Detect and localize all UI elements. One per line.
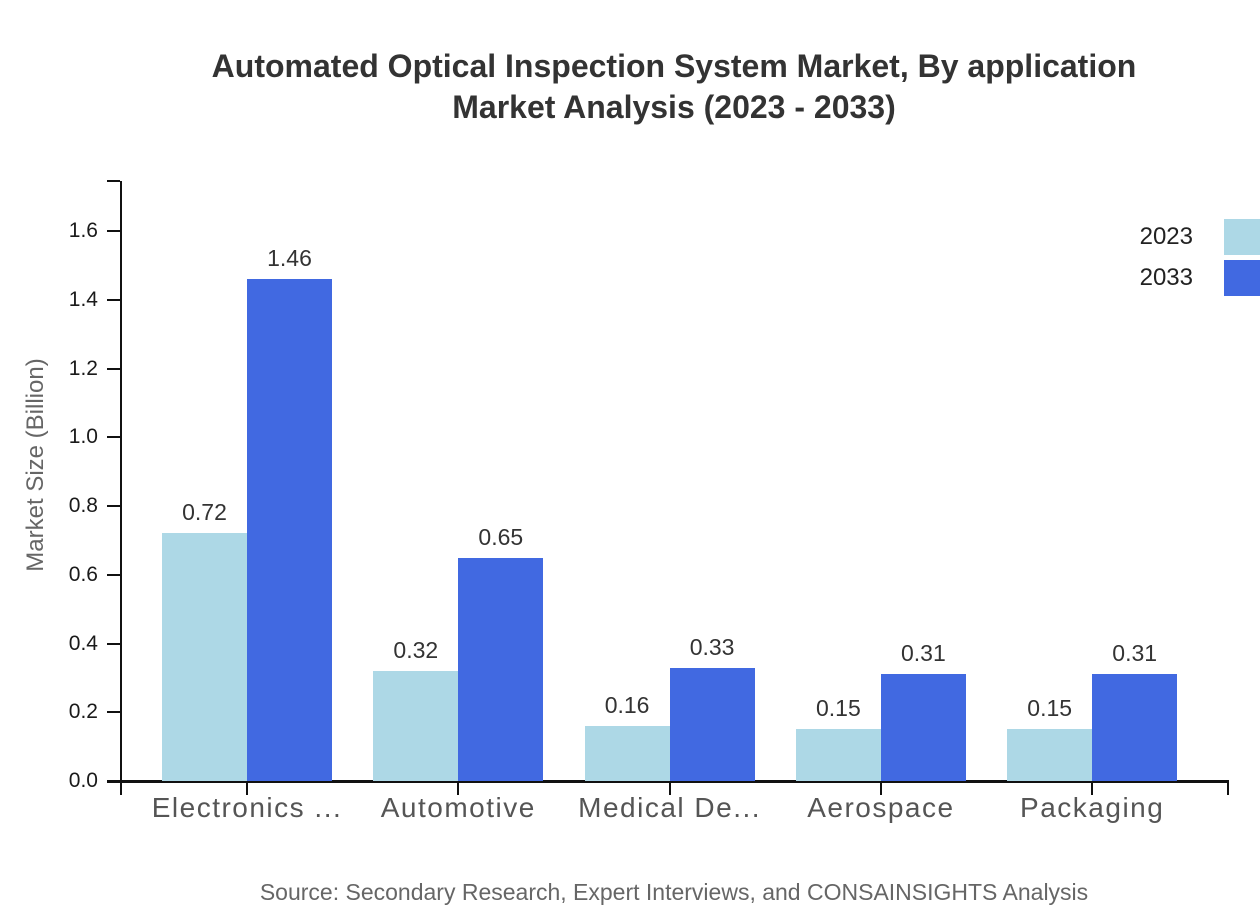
value-label-2023-medical-de: 0.16 [604,692,650,718]
y-tick [107,298,120,301]
value-label-2023-electronics: 0.72 [182,499,227,525]
bar-2033-medical-de [669,668,755,781]
y-tick-label-0-2: 0.2 [68,700,98,724]
x-tick-electronics [246,782,248,795]
x-category-label-medical-de: Medical De... [578,792,762,823]
chart-title: Automated Optical Inspection System Mark… [88,46,1260,128]
y-tick [107,711,120,714]
x-axis-corner-tick [120,782,122,795]
x-category-label-automotive: Automotive [380,792,536,823]
value-label-2033-electronics: 1.46 [267,245,312,271]
y-tick [107,436,120,439]
bar-2033-electronics [247,279,332,781]
value-label-2033-aerospace: 0.31 [901,640,946,666]
chart-title-line2: Market Analysis (2023 - 2033) [452,89,896,125]
legend-swatch-2033 [1224,260,1260,296]
x-tick-aerospace [879,782,882,795]
y-tick-label-1-4: 1.4 [68,287,98,311]
legend-label-2023: 2023 [1139,223,1193,250]
y-tick-label-0-0: 0.0 [68,769,98,792]
x-tick-automotive [457,782,460,795]
bar-2023-automotive [373,671,459,781]
value-label-2033-medical-de: 0.33 [689,634,735,660]
x-tick-packaging [1091,782,1094,795]
value-label-2023-aerospace: 0.15 [816,695,861,721]
bar-2023-electronics [162,533,247,781]
y-axis-spine [120,181,122,783]
y-tick [107,230,120,232]
source-note: Source: Secondary Research, Expert Inter… [259,879,1089,905]
bar-2033-packaging [1092,674,1178,781]
value-label-2033-packaging: 0.31 [1112,640,1158,666]
value-label-2023-automotive: 0.32 [393,637,439,663]
y-tick-label-0-6: 0.6 [68,562,98,586]
bar-2023-medical-de [584,726,670,781]
y-tick-label-1-0: 1.0 [68,425,98,449]
y-tick-label-1-2: 1.2 [68,356,98,380]
x-tick-medical-de [668,782,671,795]
y-tick [107,367,120,370]
legend-label-2033: 2033 [1139,264,1193,291]
y-tick [107,505,120,507]
x-axis-end-tick [1227,782,1229,795]
chart-title-line1: Automated Optical Inspection System Mark… [211,48,1137,84]
y-tick-label-0-4: 0.4 [68,631,98,655]
bar-2033-automotive [458,558,544,781]
x-axis-spine [107,780,1229,783]
legend-swatch-2023 [1224,219,1260,255]
y-tick [107,642,120,645]
value-label-2023-packaging: 0.15 [1027,695,1073,721]
value-label-2033-automotive: 0.65 [478,524,524,550]
x-category-label-packaging: Packaging [1020,792,1165,823]
x-category-label-aerospace: Aerospace [807,792,955,823]
bar-2033-aerospace [880,674,966,781]
y-axis-end-tick [107,180,120,182]
y-tick-label-0-8: 0.8 [68,494,98,517]
y-tick [107,780,120,782]
x-category-label-electronics: Electronics ... [151,792,343,823]
bar-2023-aerospace [795,729,881,781]
y-tick-label-1-6: 1.6 [68,219,98,242]
bar-2023-packaging [1007,729,1093,781]
y-axis-label: Market Size (Billion) [22,358,49,572]
y-tick [107,573,120,576]
